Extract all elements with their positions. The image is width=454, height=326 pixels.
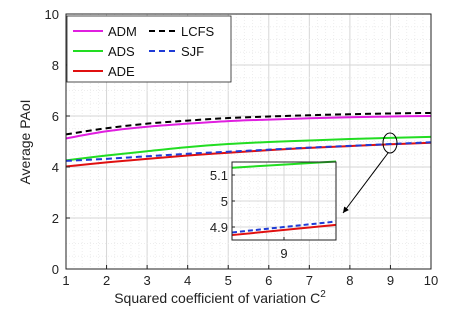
legend-label-adm: ADM (108, 24, 137, 39)
plot-frame (65, 13, 432, 270)
zoom-arrow (342, 152, 389, 214)
x-tick-label: 8 (346, 273, 353, 288)
legend-label-ads: ADS (108, 44, 135, 59)
main-series-lines (65, 111, 432, 168)
x-tick-label: 6 (265, 273, 272, 288)
series-line-sjf (65, 141, 432, 162)
series-line-ads (65, 135, 432, 162)
inset-y-tick-label: 5 (221, 194, 228, 209)
x-axis-label: Squared coefficient of variation C2 (114, 289, 326, 306)
legend-label-lcfs: LCFS (181, 24, 215, 39)
y-tick-label: 6 (52, 109, 59, 124)
x-tick-label: 2 (103, 273, 110, 288)
inset-series-lines (231, 160, 337, 237)
series-line-lcfs (65, 111, 432, 136)
x-tick-label: 5 (225, 273, 232, 288)
series-line-adm (65, 115, 432, 140)
legend: ADM LCFS ADS SJF ADE (66, 15, 232, 83)
legend-label-ade: ADE (108, 64, 135, 79)
x-ticks: 1 2 3 4 5 6 7 8 9 10 (62, 265, 438, 288)
inset-series-line-ade (231, 223, 337, 237)
y-ticks: 0 2 4 6 8 10 (45, 7, 70, 277)
x-tick-label: 10 (424, 273, 438, 288)
x-tick-label: 4 (184, 273, 191, 288)
y-tick-label: 8 (52, 58, 59, 73)
legend-label-sjf: SJF (181, 44, 204, 59)
x-tick-label: 9 (387, 273, 394, 288)
inset-series-line-ads (231, 160, 337, 169)
x-tick-label: 7 (306, 273, 313, 288)
y-tick-label: 2 (52, 211, 59, 226)
x-tick-label: 1 (62, 273, 69, 288)
inset-y-tick-label: 5.1 (210, 168, 228, 183)
inset-series-line-sjf (231, 220, 337, 234)
inset-y-tick-label: 4.9 (210, 220, 228, 235)
y-axis-label: Average PAoI (17, 99, 33, 184)
y-tick-label: 4 (52, 160, 59, 175)
zoom-ellipse (382, 132, 398, 154)
y-tick-label: 10 (45, 7, 59, 22)
inset-ticks: 9 5.1 5 4.9 (210, 168, 288, 261)
y-tick-label: 0 (52, 262, 59, 277)
inset-x-tick-label: 9 (280, 246, 287, 261)
x-tick-label: 3 (143, 273, 150, 288)
inset-plot: 9 5.1 5 4.9 (210, 160, 337, 261)
